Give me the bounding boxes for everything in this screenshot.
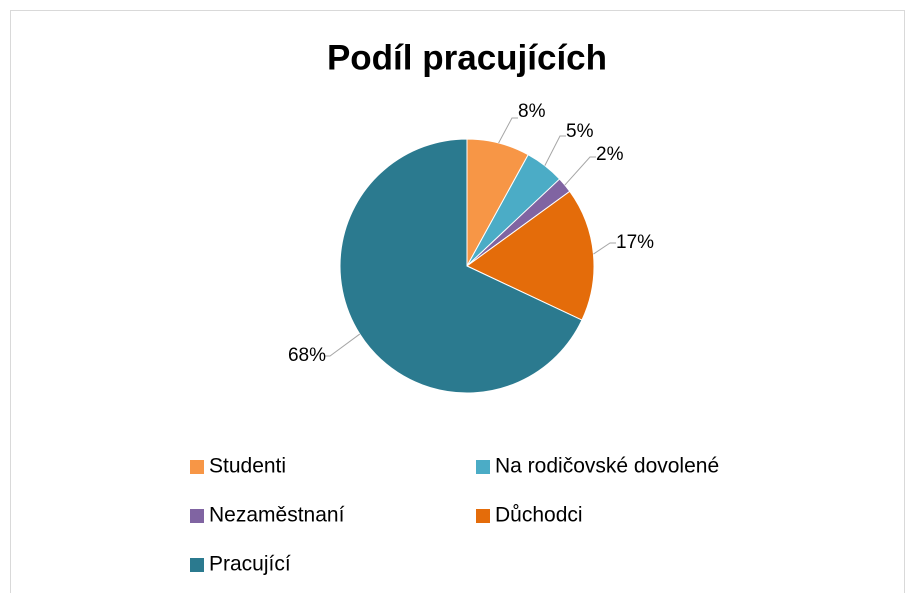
legend-label: Důchodci xyxy=(495,504,583,527)
leader-line xyxy=(498,117,518,144)
leader-line xyxy=(564,156,596,186)
legend-label: Studenti xyxy=(209,455,286,478)
legend-swatch xyxy=(476,460,490,474)
data-label: 2% xyxy=(596,144,624,165)
legend-label: Na rodičovské dovolené xyxy=(495,455,719,478)
legend-label: Nezaměstnaní xyxy=(209,504,345,527)
legend-swatch xyxy=(476,509,490,523)
legend-swatch xyxy=(190,460,204,474)
legend-label: Pracující xyxy=(209,553,291,576)
data-label: 68% xyxy=(288,345,326,366)
legend-swatch xyxy=(190,509,204,523)
leader-line xyxy=(593,242,616,255)
pie-slice xyxy=(466,190,595,321)
leader-line xyxy=(544,135,566,166)
legend-swatch xyxy=(190,558,204,572)
data-label: 17% xyxy=(616,232,654,253)
leader-line xyxy=(324,333,361,357)
data-label: 8% xyxy=(518,101,546,122)
data-label: 5% xyxy=(566,121,594,142)
chart-title: Podíl pracujících xyxy=(327,38,607,77)
